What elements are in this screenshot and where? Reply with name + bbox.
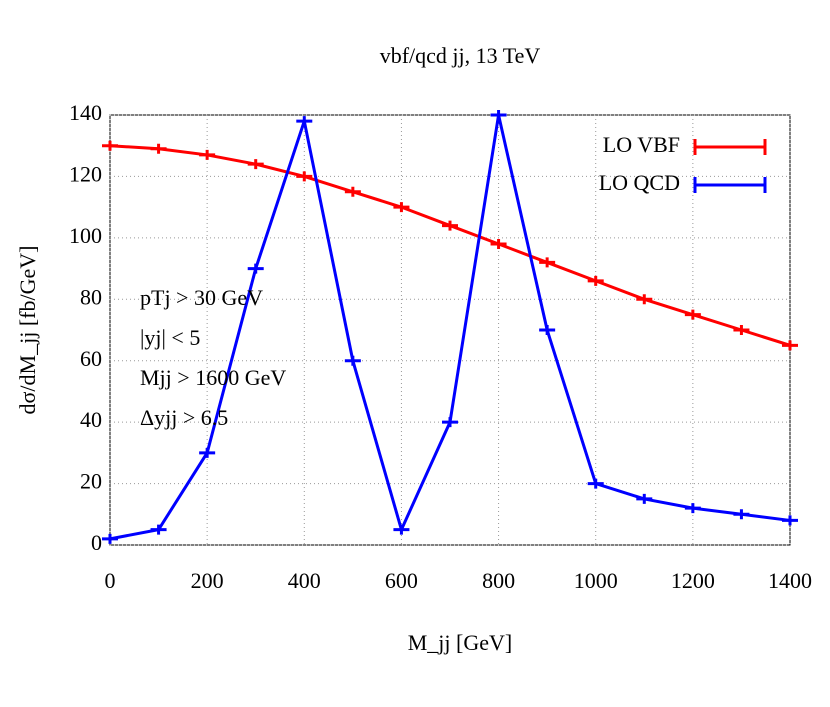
legend-label: LO VBF	[603, 132, 680, 157]
data-point	[490, 239, 507, 249]
y-tick-label: 80	[80, 284, 102, 309]
annotation: Δyjj > 6.5	[140, 405, 228, 430]
y-axis-label: dσ/dM_jj [fb/GeV]	[15, 246, 40, 415]
data-point	[587, 478, 604, 489]
data-point	[782, 515, 798, 526]
x-tick-label: 200	[191, 568, 224, 593]
data-point	[539, 325, 556, 335]
data-point	[199, 447, 216, 458]
chart-title: vbf/qcd jj, 13 TeV	[380, 43, 541, 68]
data-point	[247, 159, 264, 170]
data-point	[199, 149, 216, 160]
data-point	[636, 493, 653, 504]
x-tick-label: 800	[482, 568, 515, 593]
data-point	[587, 275, 604, 286]
data-point	[102, 140, 118, 151]
x-tick-label: 1000	[574, 568, 618, 593]
y-tick-label: 20	[80, 469, 102, 494]
legend-swatch	[693, 177, 767, 193]
y-tick-label: 100	[69, 223, 102, 248]
y-tick-label: 120	[69, 161, 102, 186]
data-point	[442, 417, 458, 428]
data-point	[733, 509, 750, 520]
annotation: pTj > 30 GeV	[140, 285, 263, 310]
x-tick-label: 1400	[768, 568, 812, 593]
y-tick-label: 0	[91, 530, 102, 555]
data-point	[684, 309, 701, 320]
data-point	[636, 294, 653, 305]
data-point	[539, 257, 556, 268]
data-point	[442, 220, 458, 231]
x-tick-label: 400	[288, 568, 321, 593]
legend-swatch	[693, 139, 767, 155]
y-tick-label: 140	[69, 100, 102, 125]
data-point	[344, 186, 361, 197]
annotation: Mjj > 1600 GeV	[140, 365, 286, 390]
data-point	[344, 355, 361, 366]
data-point	[782, 340, 798, 351]
series-line	[109, 114, 791, 541]
y-tick-label: 40	[80, 407, 102, 432]
data-point	[490, 110, 507, 120]
data-point	[296, 116, 313, 127]
legend-label: LO QCD	[599, 170, 680, 195]
x-tick-label: 1200	[671, 568, 715, 593]
annotation: |yj| < 5	[140, 325, 200, 350]
data-point	[684, 503, 701, 514]
x-axis-label: M_jj [GeV]	[408, 630, 512, 655]
data-point	[150, 524, 167, 535]
data-point	[296, 171, 313, 182]
x-tick-label: 0	[105, 568, 116, 593]
data-point	[393, 524, 410, 535]
data-point	[393, 202, 410, 213]
y-tick-label: 60	[80, 346, 102, 371]
plot-frame	[109, 114, 791, 546]
data-point	[247, 263, 264, 274]
data-point	[150, 143, 167, 154]
x-tick-label: 600	[385, 568, 418, 593]
data-point	[102, 533, 118, 544]
data-point	[733, 325, 750, 335]
